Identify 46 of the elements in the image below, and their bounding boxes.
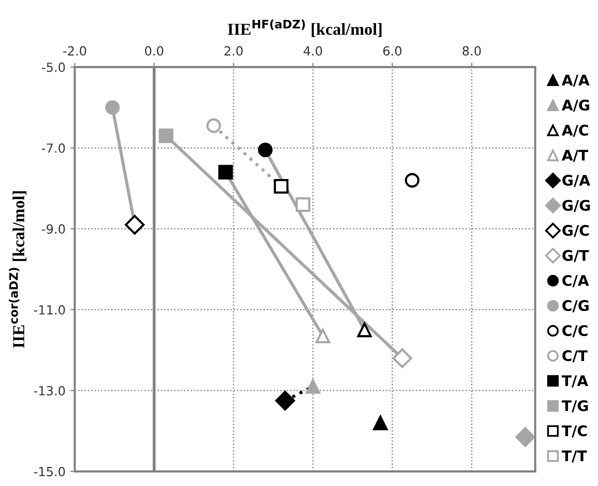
x-tick-label: 4.0 — [304, 46, 322, 56]
point — [158, 128, 174, 144]
x-axis-title: IIE$^{HF(aDZ)}$ [kcal/mol] — [228, 20, 382, 37]
legend-label: T/C — [562, 425, 587, 438]
legend-label: G/A — [562, 174, 590, 187]
legend-label: A/A — [562, 74, 590, 87]
point — [515, 427, 536, 447]
y-tick-label: -13.0 — [34, 386, 65, 396]
y-tick-label: -7.0 — [42, 143, 65, 153]
point — [296, 197, 310, 212]
y-tick-label: -11.0 — [34, 305, 65, 315]
point — [275, 390, 296, 411]
point — [124, 214, 145, 235]
point — [206, 118, 221, 133]
legend-label: G/C — [562, 224, 589, 238]
point — [274, 179, 288, 194]
x-tick-label: 6.0 — [383, 46, 402, 56]
legend-label: G/T — [562, 250, 589, 262]
legend-label: C/G — [562, 300, 589, 312]
legend-label: C/T — [562, 350, 588, 362]
x-tick-label: -2.0 — [63, 46, 86, 56]
legend-label: T/T — [562, 450, 587, 463]
point — [306, 379, 320, 394]
y-axis-title: IIE$^{cor(aDZ)}$ [kcal/mol] — [8, 191, 26, 348]
point — [218, 164, 233, 180]
point — [316, 328, 330, 344]
point — [392, 348, 412, 368]
point — [404, 172, 420, 188]
legend-label: T/A — [562, 375, 588, 388]
y-tick-label: -9.0 — [42, 224, 65, 234]
y-tick-label: -5.0 — [42, 62, 65, 72]
x-tick-label: 0.0 — [145, 46, 164, 56]
legend-label: A/T — [562, 150, 588, 162]
legend-label: T/G — [562, 400, 588, 412]
legend-label: A/G — [562, 100, 590, 112]
y-tick-label: -15.0 — [34, 466, 65, 476]
point — [258, 142, 273, 158]
legend-label: C/A — [562, 274, 589, 288]
legend-label: A/C — [562, 124, 588, 137]
x-tick-label: 8.0 — [462, 46, 481, 56]
point — [105, 100, 120, 115]
point — [373, 416, 388, 430]
x-tick-label: 2.0 — [224, 46, 243, 56]
legend-label: C/C — [562, 325, 588, 338]
legend-label: G/G — [562, 200, 590, 212]
point — [357, 322, 372, 338]
